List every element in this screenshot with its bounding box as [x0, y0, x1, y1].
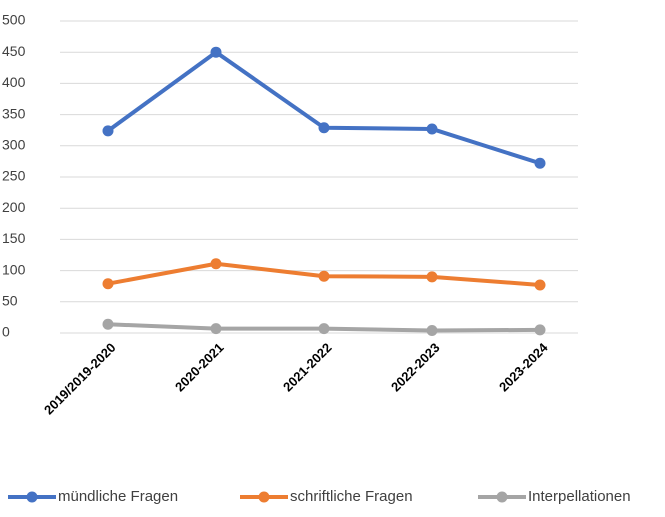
data-point [426, 123, 438, 135]
data-point [210, 258, 222, 270]
y-tick-label: 400 [2, 74, 26, 90]
data-point [210, 323, 222, 335]
y-tick-label: 250 [2, 168, 26, 184]
series-line [106, 50, 541, 166]
data-point [534, 324, 546, 336]
y-tick-label: 100 [2, 261, 26, 277]
legend-marker [496, 491, 508, 503]
x-tick-label: 2022-2023 [388, 340, 443, 395]
data-point [318, 323, 330, 335]
data-point [102, 125, 114, 137]
data-point [318, 270, 330, 282]
data-point [534, 157, 546, 169]
data-point [102, 278, 114, 290]
data-point [426, 271, 438, 283]
legend-marker [258, 491, 270, 503]
y-tick-label: 500 [2, 12, 26, 28]
y-tick-label: 50 [2, 293, 18, 309]
x-tick-label: 2021-2022 [280, 340, 335, 395]
y-tick-label: 300 [2, 137, 26, 153]
data-point [426, 325, 438, 337]
data-point [534, 279, 546, 291]
legend-marker [26, 491, 38, 503]
x-tick-label: 2020-2021 [172, 340, 227, 395]
y-tick-label: 200 [2, 199, 26, 215]
x-tick-label: 2023-2024 [496, 339, 551, 394]
data-point [102, 318, 114, 330]
legend-label: Interpellationen [528, 488, 631, 505]
y-tick-label: 0 [2, 324, 10, 340]
y-tick-label: 150 [2, 230, 26, 246]
y-tick-label: 450 [2, 43, 26, 59]
legend-label: mündliche Fragen [58, 488, 178, 505]
legend-label: schriftliche Fragen [290, 488, 413, 505]
y-tick-label: 350 [2, 105, 26, 121]
data-point [318, 122, 330, 134]
data-point [210, 46, 222, 58]
x-tick-label: 2019/2019-2020 [41, 340, 119, 418]
